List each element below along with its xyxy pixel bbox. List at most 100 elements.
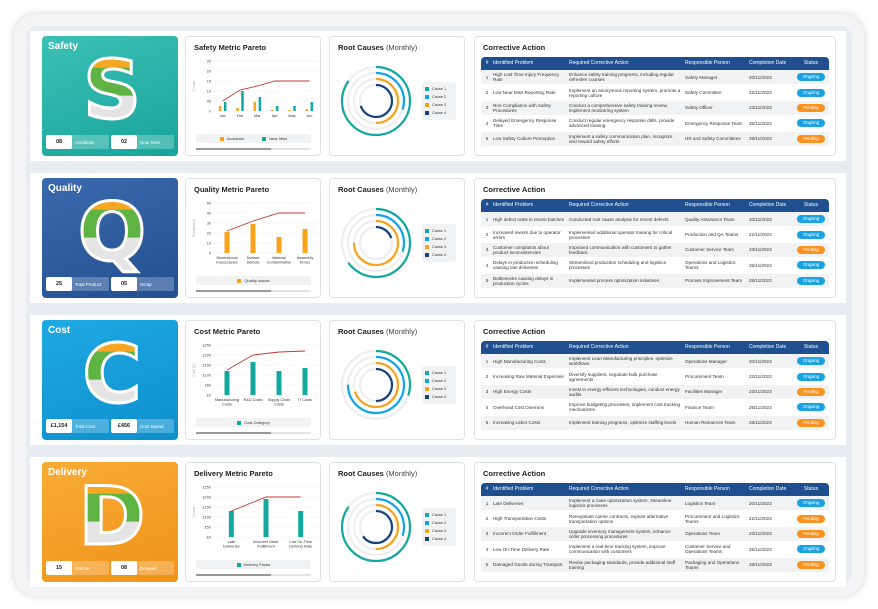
table-row: 1 High Lost Time Injury Frequency Rate Enh… bbox=[481, 70, 829, 86]
ring-cause-4 bbox=[358, 83, 394, 119]
cumulative-line bbox=[222, 80, 310, 102]
legend-swatch bbox=[425, 537, 429, 541]
title-main: Root Causes bbox=[338, 469, 384, 478]
title-main: Root Causes bbox=[338, 185, 384, 194]
table-cell: Enhance safety training programs, includ… bbox=[569, 72, 674, 83]
table-cell: Operations and Logistics Teams bbox=[685, 260, 736, 271]
table-cell: High Manufacturing Costs bbox=[493, 358, 546, 364]
status-badge: Pending bbox=[797, 245, 825, 254]
scrollbar-thumb[interactable] bbox=[196, 574, 271, 576]
y-tick-label: £50 bbox=[205, 383, 211, 387]
pareto-chart: £0 £50 £100 £150 £200 £250 Cost (£) Manufacturi… bbox=[192, 343, 318, 407]
chart-scrollbar[interactable] bbox=[196, 574, 311, 576]
legend-item[interactable]: Delivery Factor bbox=[236, 562, 270, 567]
legend-item[interactable]: Near Miss bbox=[262, 136, 287, 141]
legend-item[interactable]: Cause 1 bbox=[425, 369, 453, 377]
legend-swatch bbox=[425, 253, 429, 257]
table-cell: High defect rates in recent batches bbox=[493, 216, 564, 222]
chart-scrollbar[interactable] bbox=[196, 432, 311, 434]
y-axis-label: Count bbox=[192, 80, 196, 91]
status-badge: Pending bbox=[797, 103, 825, 112]
table-row: 5 Increasing Labor Costs Implement trainin… bbox=[481, 415, 829, 431]
table-cell: Logistics Team bbox=[685, 500, 716, 506]
legend-item[interactable]: Cause 4 bbox=[425, 251, 453, 259]
cost-root-causes-card: Root Causes (Monthly) Cause 1 Cause 2 Cause… bbox=[329, 320, 465, 440]
x-tick-label: Incorrect Order Fulfillment bbox=[253, 540, 279, 549]
column-header: # bbox=[485, 343, 489, 350]
kpi-total-cost: £1,154 Total Cost bbox=[46, 419, 109, 433]
legend-item[interactable]: Cause 3 bbox=[425, 101, 453, 109]
kpi-title: Quality bbox=[48, 183, 82, 194]
table-cell: 2 bbox=[485, 232, 489, 238]
legend-item[interactable]: Cause 3 bbox=[425, 385, 453, 393]
table-cell: 4 bbox=[485, 404, 489, 410]
y-tick-label: £100 bbox=[203, 515, 211, 519]
y-tick-label: 50 bbox=[207, 201, 211, 205]
quality-corrective-action-card: Corrective Action # Identified Problem Requ… bbox=[474, 178, 836, 298]
legend-item[interactable]: Cost Category bbox=[237, 420, 270, 425]
x-tick-label: Manufacturing Costs bbox=[215, 398, 239, 407]
section-quality: Quality Q 25 Total Product 05 Scrap Quality Me… bbox=[30, 173, 846, 303]
bar-delivery-factor bbox=[263, 499, 269, 537]
legend-item[interactable]: Cause 4 bbox=[425, 393, 453, 401]
status-badge: Pending bbox=[797, 514, 825, 523]
legend-item[interactable]: Cause 3 bbox=[425, 527, 453, 535]
legend-item[interactable]: Cause 2 bbox=[425, 235, 453, 243]
legend-item[interactable]: Cause 2 bbox=[425, 519, 453, 527]
table-cell: Customer Service Team bbox=[685, 247, 734, 253]
pareto-chart: 0 10 20 30 40 50 Frequency Dimensional Inaccurac… bbox=[192, 201, 318, 265]
y-tick-label: 10 bbox=[207, 241, 211, 245]
column-header: # bbox=[485, 201, 489, 208]
legend-item[interactable]: Cause 2 bbox=[425, 93, 453, 101]
kpi-value: 05 bbox=[111, 277, 137, 291]
legend-item[interactable]: Accidents bbox=[219, 136, 244, 141]
scrollbar-thumb[interactable] bbox=[196, 148, 271, 150]
legend-label: Cause 3 bbox=[432, 387, 447, 391]
bar-near-miss bbox=[310, 102, 314, 111]
table-cell: 4 bbox=[485, 120, 489, 126]
table-cell: Ongoing bbox=[793, 215, 829, 224]
root-causes-legend: Cause 1 Cause 2 Cause 3 Cause 4 bbox=[422, 224, 456, 262]
scrollbar-thumb[interactable] bbox=[196, 290, 271, 292]
column-header: Completion Date bbox=[749, 485, 787, 492]
table-row: 2 Increasing Raw Material Expenses Diversi… bbox=[481, 369, 829, 385]
y-tick-label: 05 bbox=[207, 99, 211, 103]
column-header: Identified Problem bbox=[493, 201, 534, 208]
table-cell: 25/11/2023 bbox=[749, 546, 772, 552]
title-sub: (Monthly) bbox=[385, 469, 418, 478]
column-header: Status bbox=[803, 59, 819, 66]
table-cell: 5 bbox=[485, 136, 489, 142]
chart-scrollbar[interactable] bbox=[196, 290, 311, 292]
table-cell: 25/11/2023 bbox=[749, 404, 772, 410]
table-cell: Ongoing bbox=[793, 261, 829, 270]
safety-pareto-card: Safety Metric Pareto 0 05 10 15 20 25 Count Jan F… bbox=[185, 36, 321, 156]
status-badge: Pending bbox=[797, 418, 825, 427]
table-cell: 2 bbox=[485, 516, 489, 522]
legend-item[interactable]: Cause 1 bbox=[425, 227, 453, 235]
table-body: 1 High Lost Time Injury Frequency Rate Enh… bbox=[481, 70, 829, 147]
section-cost: Cost C £1,154 Total Cost £456 Cost Spend Cost … bbox=[30, 315, 846, 445]
cumulative-line bbox=[226, 212, 305, 232]
y-tick-label: £150 bbox=[203, 363, 211, 367]
pareto-chart: 0 05 10 15 20 25 Count Jan Feb Mar Apr May Jun bbox=[192, 59, 318, 118]
legend-item[interactable]: Cause 4 bbox=[425, 535, 453, 543]
chart-scrollbar[interactable] bbox=[196, 148, 311, 150]
legend-item[interactable]: Cause 3 bbox=[425, 243, 453, 251]
kpi-accidents: 08 Accidents bbox=[46, 135, 109, 149]
table-row: 4 Delayed Emergency Response Time Conduct … bbox=[481, 116, 829, 132]
legend-label: Quality Issues bbox=[244, 278, 270, 283]
legend-item[interactable]: Cause 1 bbox=[425, 85, 453, 93]
table-cell: Implement Lean Manufacturing principles,… bbox=[569, 356, 673, 367]
scrollbar-thumb[interactable] bbox=[196, 432, 271, 434]
legend-item[interactable]: Cause 1 bbox=[425, 511, 453, 519]
status-badge: Ongoing bbox=[797, 372, 825, 381]
status-badge: Ongoing bbox=[797, 403, 825, 412]
legend-item[interactable]: Cause 2 bbox=[425, 377, 453, 385]
kpi-value: 08 bbox=[111, 561, 137, 575]
status-badge: Ongoing bbox=[797, 499, 825, 508]
legend-item[interactable]: Quality Issues bbox=[237, 278, 270, 283]
table-row: 2 Low Near Miss Reporting Rate Implement a… bbox=[481, 85, 829, 101]
legend-item[interactable]: Cause 4 bbox=[425, 109, 453, 117]
legend-label: Cause 1 bbox=[432, 229, 447, 233]
table-body: 1 Late Deliveries Implement a route optimi… bbox=[481, 496, 829, 573]
